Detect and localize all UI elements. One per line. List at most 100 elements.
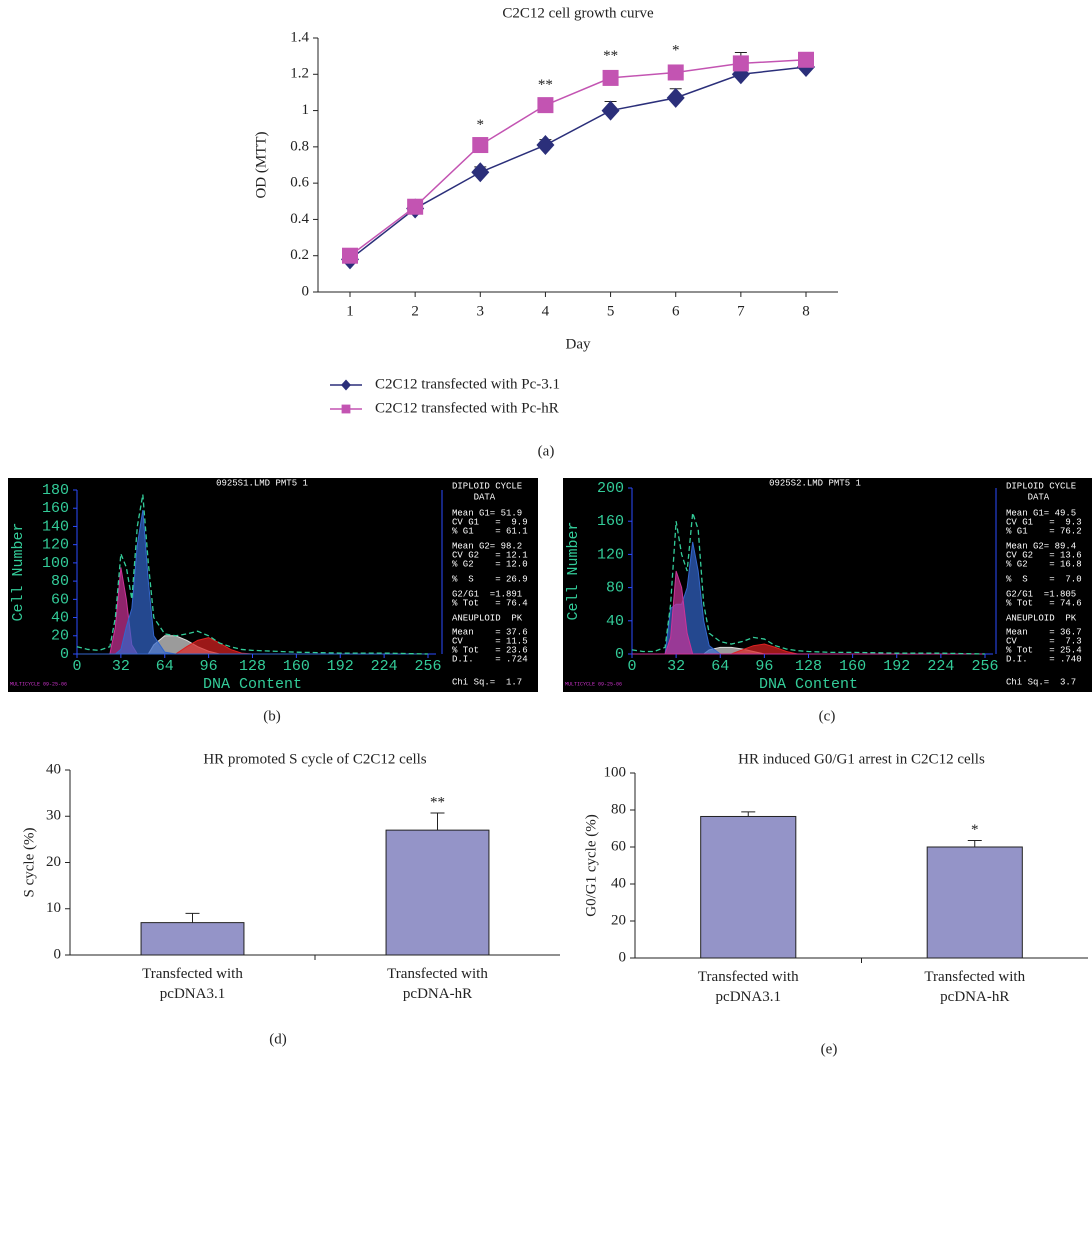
x-tick-label: 6 (672, 303, 680, 319)
y-tick-label: 120 (42, 537, 69, 554)
legend-label: C2C12 transfected with Pc-3.1 (375, 376, 560, 392)
stats-line: % Tot = 23.6 (452, 645, 528, 655)
data-point (601, 100, 620, 121)
y-tick-label: 1 (302, 102, 310, 118)
y-tick-label: 1.2 (290, 66, 309, 82)
legend-label: C2C12 transfected with Pc-hR (375, 400, 559, 416)
panel-label: (d) (269, 1031, 287, 1047)
significance-mark: * (971, 822, 979, 838)
envelope-curve (631, 512, 986, 655)
stats-line: % G2 = 12.0 (452, 559, 528, 569)
bar (385, 829, 490, 956)
x-tick-label: 256 (971, 658, 998, 675)
x-tick-label: Transfected with pcDNA3.1 (142, 966, 243, 1002)
y-tick-label: 30 (46, 808, 61, 824)
stats-line: DIPLOID CYCLE (452, 481, 522, 491)
legend-marker (341, 379, 351, 391)
y-tick-label: 140 (42, 518, 69, 535)
data-point (798, 51, 814, 68)
x-tick-label: 192 (883, 658, 910, 675)
stats-line: DIPLOID CYCLE (1006, 481, 1076, 491)
y-tick-label: 160 (42, 500, 69, 517)
significance-mark: ** (538, 77, 553, 93)
envelope-curve (76, 494, 429, 655)
stats-line: % G1 = 76.2 (1006, 526, 1082, 536)
x-tick-label: 224 (927, 658, 954, 675)
series-line (349, 59, 807, 257)
y-tick-label: 20 (46, 854, 61, 870)
x-tick-label: 32 (112, 658, 130, 675)
y-tick-label: 0 (615, 646, 624, 663)
y-tick-label: 0.8 (290, 138, 309, 154)
significance-mark: * (477, 117, 485, 133)
x-tick-label: 5 (607, 303, 615, 319)
stats-line: % Tot = 76.4 (452, 598, 528, 608)
stats-line: CV G1 = 9.9 (452, 517, 528, 527)
x-tick-label: 64 (156, 658, 174, 675)
stats-footer: Chi Sq.= 3.7 (1006, 677, 1076, 687)
data-point (472, 137, 489, 154)
x-tick-label: 160 (839, 658, 866, 675)
x-tick-label: Transfected with pcDNA-hR (924, 969, 1025, 1005)
y-tick-label: 120 (597, 546, 624, 563)
stats-line: CV = 11.5 (452, 636, 528, 646)
y-axis-label: G0/G1 cycle (%) (583, 814, 599, 916)
x-tick-label: 1 (346, 303, 354, 319)
y-tick-label: 40 (46, 761, 61, 777)
series-line (349, 66, 807, 260)
bar (140, 922, 245, 956)
x-tick-label: 224 (371, 658, 398, 675)
y-tick-label: 40 (606, 613, 624, 630)
bar (926, 846, 1023, 959)
y-tick-label: 80 (611, 801, 626, 817)
stats-line: DATA (452, 492, 496, 502)
y-tick-label: 20 (51, 628, 69, 645)
bar (700, 815, 797, 959)
y-tick-label: 80 (51, 573, 69, 590)
y-tick-label: 40 (611, 875, 626, 891)
y-tick-label: 0 (619, 949, 627, 965)
stats-line: % G1 = 61.1 (452, 526, 528, 536)
error-bar (430, 812, 445, 831)
y-tick-label: 20 (611, 912, 626, 928)
x-tick-label: 7 (737, 303, 745, 319)
component-area (77, 509, 428, 655)
chart-title: HR induced G0/G1 arrest in C2C12 cells (738, 751, 985, 767)
y-tick-label: 0 (54, 946, 62, 962)
y-tick-label: 10 (46, 900, 61, 916)
stats-line: D.I. = .740 (1006, 654, 1082, 664)
data-point (666, 87, 685, 108)
data-point (471, 162, 490, 183)
stats-line: % S = 26.9 (452, 574, 528, 584)
stats-line: Mean G1= 51.9 (452, 508, 522, 518)
stats-line: G2/G1 =1.891 (452, 589, 522, 599)
x-tick-label: 0 (72, 658, 81, 675)
software-note: MULTICYCLE 09-25-06 (10, 681, 67, 687)
x-tick-label: 64 (711, 658, 729, 675)
x-tick-label: 3 (477, 303, 485, 319)
stats-line: CV = 7.3 (1006, 636, 1082, 646)
chart-title: HR promoted S cycle of C2C12 cells (203, 751, 426, 767)
data-point (342, 247, 358, 264)
stats-line: Mean G1= 49.5 (1006, 508, 1076, 518)
stats-line: CV G2 = 12.1 (452, 550, 528, 560)
chart-title: 0925S2.LMD PMT5 1 (769, 478, 861, 488)
error-bar (741, 811, 756, 817)
data-point (537, 97, 554, 114)
x-tick-label: 160 (283, 658, 310, 675)
y-axis-label: S cycle (%) (21, 828, 37, 898)
error-bar (967, 840, 982, 847)
x-tick-label: 96 (200, 658, 218, 675)
stats-line: CV G2 = 13.6 (1006, 550, 1082, 560)
plot-background (563, 478, 1092, 692)
y-tick-label: 0.4 (290, 211, 309, 227)
significance-mark: ** (430, 794, 445, 810)
plot-background (8, 478, 538, 692)
stats-line: ANEUPLOID PK (1006, 613, 1077, 623)
x-tick-label: 128 (239, 658, 266, 675)
stats-line: % S = 7.0 (1006, 574, 1082, 584)
x-axis-label: DNA Content (203, 676, 302, 693)
significance-mark: ** (603, 48, 618, 64)
y-tick-label: 160 (597, 513, 624, 530)
